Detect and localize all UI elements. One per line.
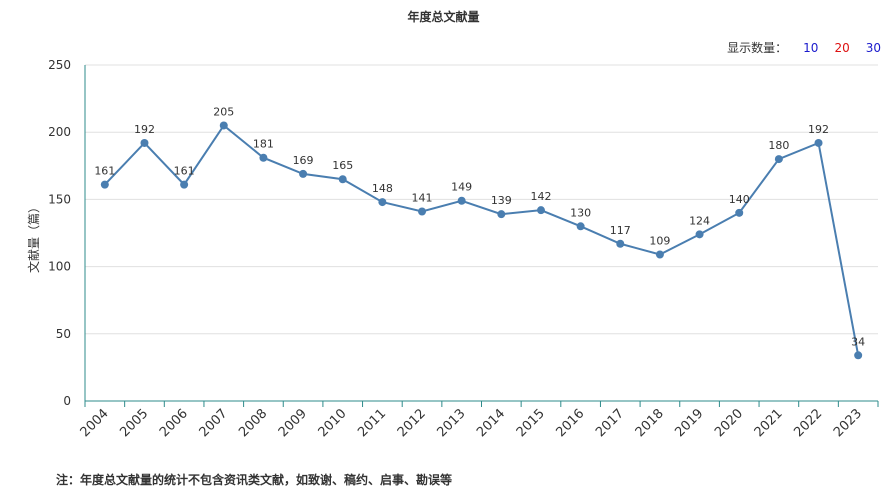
y-tick-label-100: 100 [48, 260, 71, 274]
series-line-group [104, 124, 860, 356]
data-label-2010: 165 [332, 159, 353, 172]
data-label-2014: 139 [491, 194, 512, 207]
data-label-2021: 180 [768, 139, 789, 152]
x-tick-label-2013: 2013 [434, 406, 468, 440]
x-tick-label-2010: 2010 [316, 406, 350, 440]
x-tick-label-2004: 2004 [78, 406, 112, 440]
data-label-2008: 181 [253, 138, 274, 151]
data-label-2012: 141 [412, 191, 433, 204]
display-count-option-30[interactable]: 30 [865, 40, 881, 55]
data-point-2004 [100, 180, 109, 189]
y-tick-label-50: 50 [56, 327, 71, 341]
data-point-2015 [536, 206, 545, 215]
gridlines [85, 64, 878, 335]
data-point-2005 [140, 138, 149, 147]
x-tick-label-2008: 2008 [236, 406, 270, 440]
data-label-2015: 142 [530, 190, 551, 203]
x-tick-label-2020: 2020 [712, 406, 746, 440]
data-label-2006: 161 [174, 165, 195, 178]
data-label-2004: 161 [94, 165, 115, 178]
data-label-2018: 109 [649, 235, 670, 248]
data-point-2007 [219, 121, 228, 130]
data-point-2018 [655, 250, 664, 259]
data-point-2013 [457, 196, 466, 205]
data-point-2016 [576, 222, 585, 231]
data-labels: 161 192 161 205 181 169 165 148 141 149 139 142 130 1… [94, 105, 865, 348]
series-line [104, 124, 860, 356]
x-tick-label-2019: 2019 [672, 406, 706, 440]
data-point-2014 [497, 210, 506, 219]
data-label-2011: 148 [372, 182, 393, 195]
data-point-2011 [378, 198, 387, 207]
data-label-2020: 140 [729, 193, 750, 206]
display-count-selector: 显示数量： 10 20 30 [727, 39, 881, 56]
data-point-2021 [774, 155, 783, 164]
y-axis-label: 文献量（篇） [26, 201, 41, 273]
data-label-2007: 205 [213, 105, 234, 118]
display-count-option-10[interactable]: 10 [803, 40, 819, 55]
x-tick-label-2021: 2021 [752, 406, 786, 440]
footnote: 注：年度总文献量的统计不包含资讯类文献，如致谢、稿约、启事、勘误等 [56, 473, 453, 487]
data-point-2019 [695, 230, 704, 239]
data-label-2009: 169 [293, 154, 314, 167]
data-label-2022: 192 [808, 123, 829, 136]
display-count-option-20[interactable]: 20 [834, 40, 850, 55]
data-label-2005: 192 [134, 123, 155, 136]
x-tick-label-2016: 2016 [553, 406, 587, 440]
y-tick-label-250: 250 [48, 58, 71, 72]
data-point-2006 [180, 180, 189, 189]
x-tick-label-2012: 2012 [395, 406, 429, 440]
data-point-2020 [735, 208, 744, 217]
data-point-2012 [418, 207, 427, 216]
data-label-2023: 34 [851, 335, 865, 348]
y-tick-label-200: 200 [48, 125, 71, 139]
x-tick-labels: 2004 2005 2006 2007 2008 2009 2010 2011 2012 2013… [78, 406, 865, 440]
data-point-2023 [854, 351, 863, 360]
x-tick-label-2011: 2011 [355, 406, 389, 440]
x-tick-label-2007: 2007 [197, 406, 231, 440]
data-point-2010 [338, 175, 347, 184]
data-label-2017: 117 [610, 224, 631, 237]
x-tick-label-2015: 2015 [514, 406, 548, 440]
data-label-2013: 149 [451, 181, 472, 194]
data-label-2016: 130 [570, 206, 591, 219]
data-points [100, 121, 863, 360]
chart-title: 年度总文献量 [407, 10, 480, 24]
display-count-label: 显示数量： [727, 41, 788, 55]
x-tick-label-2014: 2014 [474, 406, 508, 440]
x-tick-label-2009: 2009 [276, 406, 310, 440]
data-point-2008 [259, 153, 268, 162]
data-point-2017 [616, 239, 625, 248]
y-tick-label-150: 150 [48, 192, 71, 206]
axes [84, 65, 879, 407]
x-tick-label-2023: 2023 [831, 406, 865, 440]
data-point-2009 [299, 169, 308, 178]
x-tick-label-2022: 2022 [791, 406, 825, 440]
data-label-2019: 124 [689, 214, 710, 227]
y-tick-labels: 0 50 100 150 200 250 [48, 58, 71, 408]
x-tick-label-2018: 2018 [633, 406, 667, 440]
x-tick-label-2005: 2005 [117, 406, 151, 440]
x-tick-label-2017: 2017 [593, 406, 627, 440]
data-point-2022 [814, 138, 823, 147]
y-tick-label-0: 0 [63, 394, 71, 408]
x-tick-label-2006: 2006 [157, 406, 191, 440]
